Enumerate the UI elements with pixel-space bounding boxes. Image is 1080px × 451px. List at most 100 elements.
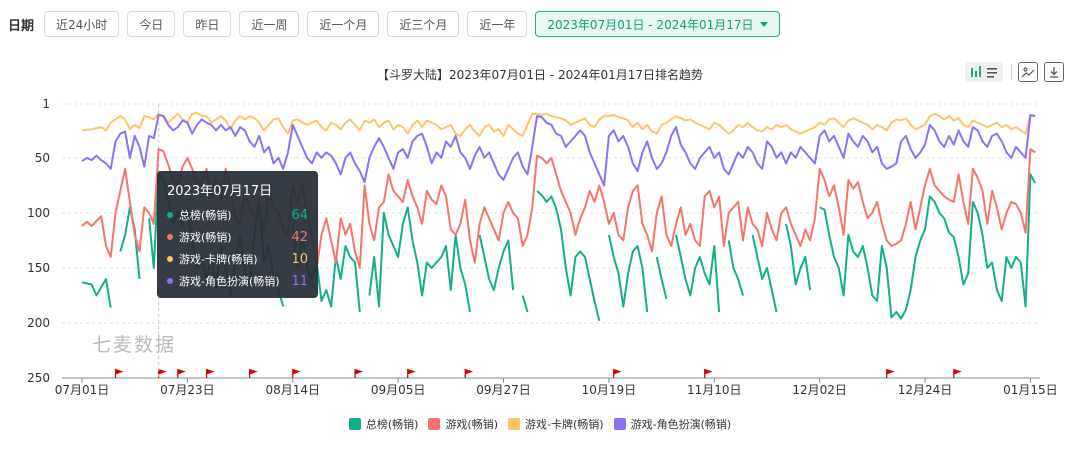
- flag-cloth: [953, 369, 962, 375]
- tooltip-series-name: 游戏-角色扮演(畅销): [179, 275, 280, 288]
- x-tick-label: 11月10日: [687, 383, 742, 397]
- legend-label: 游戏-角色扮演(畅销): [630, 418, 732, 431]
- flag-cloth: [465, 369, 474, 375]
- range-week-button[interactable]: 近一周: [239, 11, 300, 37]
- chart-tooltip: 2023年07月17日 总榜(畅销) 64 游戏(畅销) 42 游戏-卡牌(畅销…: [157, 171, 318, 298]
- legend-label: 总榜(畅销): [365, 418, 419, 431]
- flag-cloth: [292, 369, 301, 375]
- y-tick-label: 100: [27, 206, 50, 220]
- range-3month-button[interactable]: 近三个月: [387, 11, 460, 37]
- series-line-2: [81, 111, 1036, 137]
- x-tick-label: 07月23日: [160, 383, 215, 397]
- x-tick-label: 08月14日: [265, 383, 320, 397]
- x-tick-label: 01月15日: [1003, 383, 1058, 397]
- legend-swatch: [348, 418, 361, 430]
- range-today-button[interactable]: 今日: [127, 11, 176, 37]
- chart-tools: [959, 62, 1064, 82]
- date-toolbar: 日期 近24小时 今日 昨日 近一周 近一个月 近三个月 近一年 2023年07…: [8, 10, 788, 38]
- legend-item-overall[interactable]: 总榜(畅销): [348, 416, 419, 432]
- legend-swatch: [428, 418, 441, 430]
- chart-legend: 总榜(畅销) 游戏(畅销) 游戏-卡牌(畅销) 游戏-角色扮演(畅销): [0, 416, 1080, 432]
- flag-icon: [464, 369, 474, 378]
- range-24h-button[interactable]: 近24小时: [44, 11, 120, 37]
- tooltip-series-name: 游戏-卡牌(畅销): [179, 253, 258, 266]
- flag-cloth: [249, 369, 258, 375]
- tooltip-date: 2023年07月17日: [167, 184, 273, 199]
- flag-cloth: [158, 369, 167, 375]
- x-tick-label: 12月02日: [792, 383, 847, 397]
- legend-swatch: [508, 418, 521, 430]
- flag-icon: [177, 369, 186, 378]
- chart-type-toggle[interactable]: [965, 62, 1003, 82]
- y-tick-label: 50: [35, 151, 50, 165]
- tooltip-row: 游戏-角色扮演(畅销) 11: [167, 270, 308, 292]
- x-axis: 07月01日 07月23日 08月14日 09月05日 09月27日 10月19日 11月1…: [55, 377, 1058, 397]
- range-year-button[interactable]: 近一年: [467, 11, 528, 37]
- watermark: 七麦数据: [92, 334, 177, 356]
- tooltip-series-name: 游戏(畅销): [179, 231, 232, 244]
- flag-cloth: [177, 369, 186, 375]
- tooltip-value: 10: [291, 251, 308, 267]
- flag-icon: [613, 369, 622, 378]
- bar-list-icon: [971, 66, 997, 78]
- flag-cloth: [886, 369, 895, 375]
- y-tick-label: 150: [27, 261, 50, 275]
- download-button[interactable]: [1044, 62, 1064, 82]
- image-icon: [1021, 67, 1035, 78]
- y-tick-label: 250: [27, 371, 50, 385]
- tooltip-row: 游戏-卡牌(畅销) 10: [167, 248, 308, 270]
- x-tick-label: 07月01日: [55, 383, 110, 397]
- download-icon: [1050, 67, 1058, 78]
- custom-range-dropdown[interactable]: 2023年07月01日 - 2024年01月17日: [535, 11, 780, 37]
- flag-icon: [886, 369, 895, 378]
- legend-label: 游戏-卡牌(畅销): [525, 418, 604, 431]
- tooltip-value: 11: [291, 273, 308, 289]
- flag-icon: [292, 369, 301, 378]
- range-month-button[interactable]: 近一个月: [307, 11, 380, 37]
- flag-cloth: [115, 369, 124, 375]
- x-tick-label: 09月27日: [476, 383, 531, 397]
- legend-item-card[interactable]: 游戏-卡牌(畅销): [508, 416, 604, 432]
- tooltip-row: 游戏(畅销) 42: [167, 226, 308, 248]
- flag-cloth: [407, 369, 416, 375]
- flag-icon: [354, 369, 364, 378]
- tooltip-row: 总榜(畅销) 64: [167, 204, 308, 226]
- flag-icon: [158, 369, 167, 378]
- series-dot: [167, 278, 173, 284]
- flag-cloth: [613, 369, 622, 375]
- series-line-3: [81, 114, 1036, 187]
- chart-title: 【斗罗大陆】2023年07月01日 - 2024年01月17日排名趋势: [376, 68, 704, 82]
- save-image-button[interactable]: [1018, 62, 1038, 82]
- caret-down-icon: [759, 21, 768, 27]
- event-flags: [114, 369, 962, 378]
- flag-icon: [205, 369, 215, 378]
- y-tick-label: 200: [27, 316, 50, 330]
- custom-range-value: 2023年07月01日 - 2024年01月17日: [547, 17, 754, 32]
- date-label: 日期: [8, 18, 35, 34]
- series-dot: [167, 212, 173, 218]
- flag-icon: [704, 369, 713, 378]
- flag-icon: [249, 369, 258, 378]
- legend-item-rpg[interactable]: 游戏-角色扮演(畅销): [613, 416, 732, 432]
- flag-icon: [407, 369, 416, 378]
- series-dot: [167, 234, 173, 240]
- flag-cloth: [206, 369, 215, 375]
- x-tick-label: 10月19日: [582, 383, 637, 397]
- legend-item-games[interactable]: 游戏(畅销): [428, 416, 498, 432]
- series-dot: [167, 256, 173, 262]
- flag-icon: [114, 369, 124, 378]
- legend-label: 游戏(畅销): [445, 418, 499, 431]
- flag-icon: [953, 369, 962, 378]
- legend-swatch: [613, 418, 626, 430]
- y-tick-label: 1: [42, 97, 50, 111]
- range-yesterday-button[interactable]: 昨日: [183, 11, 232, 37]
- tooltip-value: 42: [291, 229, 308, 245]
- flag-cloth: [704, 369, 713, 375]
- x-tick-label: 12月24日: [898, 383, 953, 397]
- flag-cloth: [355, 369, 364, 375]
- tooltip-value: 64: [291, 207, 308, 223]
- tool-divider: [1011, 64, 1012, 80]
- tooltip-series-name: 总榜(畅销): [179, 209, 232, 222]
- x-tick-label: 09月05日: [371, 383, 426, 397]
